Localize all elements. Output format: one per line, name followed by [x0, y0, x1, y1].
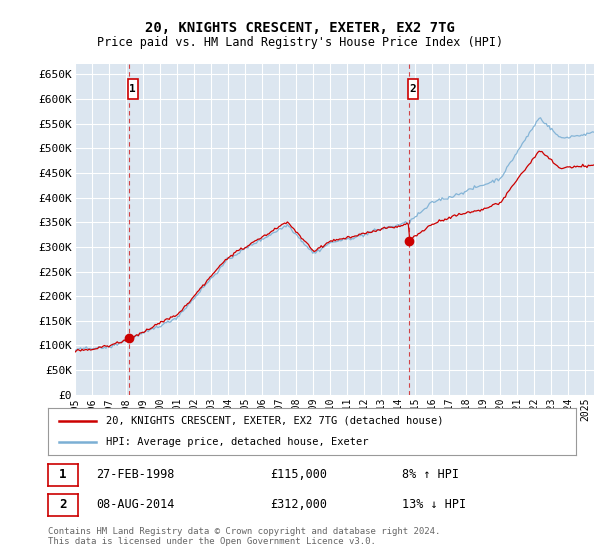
Text: Price paid vs. HM Land Registry's House Price Index (HPI): Price paid vs. HM Land Registry's House …: [97, 36, 503, 49]
Text: 1: 1: [59, 469, 67, 482]
Text: £312,000: £312,000: [270, 498, 327, 511]
Text: Contains HM Land Registry data © Crown copyright and database right 2024.
This d: Contains HM Land Registry data © Crown c…: [48, 526, 440, 546]
Text: 08-AUG-2014: 08-AUG-2014: [96, 498, 175, 511]
Text: 20, KNIGHTS CRESCENT, EXETER, EX2 7TG: 20, KNIGHTS CRESCENT, EXETER, EX2 7TG: [145, 21, 455, 35]
Text: £115,000: £115,000: [270, 469, 327, 482]
Text: 1: 1: [130, 84, 136, 94]
FancyBboxPatch shape: [128, 79, 138, 99]
Text: 27-FEB-1998: 27-FEB-1998: [96, 469, 175, 482]
Text: 2: 2: [59, 498, 67, 511]
FancyBboxPatch shape: [407, 79, 418, 99]
Text: 8% ↑ HPI: 8% ↑ HPI: [402, 469, 459, 482]
Text: 13% ↓ HPI: 13% ↓ HPI: [402, 498, 466, 511]
Text: 2: 2: [409, 84, 416, 94]
Text: HPI: Average price, detached house, Exeter: HPI: Average price, detached house, Exet…: [106, 437, 368, 447]
Text: 20, KNIGHTS CRESCENT, EXETER, EX2 7TG (detached house): 20, KNIGHTS CRESCENT, EXETER, EX2 7TG (d…: [106, 416, 443, 426]
